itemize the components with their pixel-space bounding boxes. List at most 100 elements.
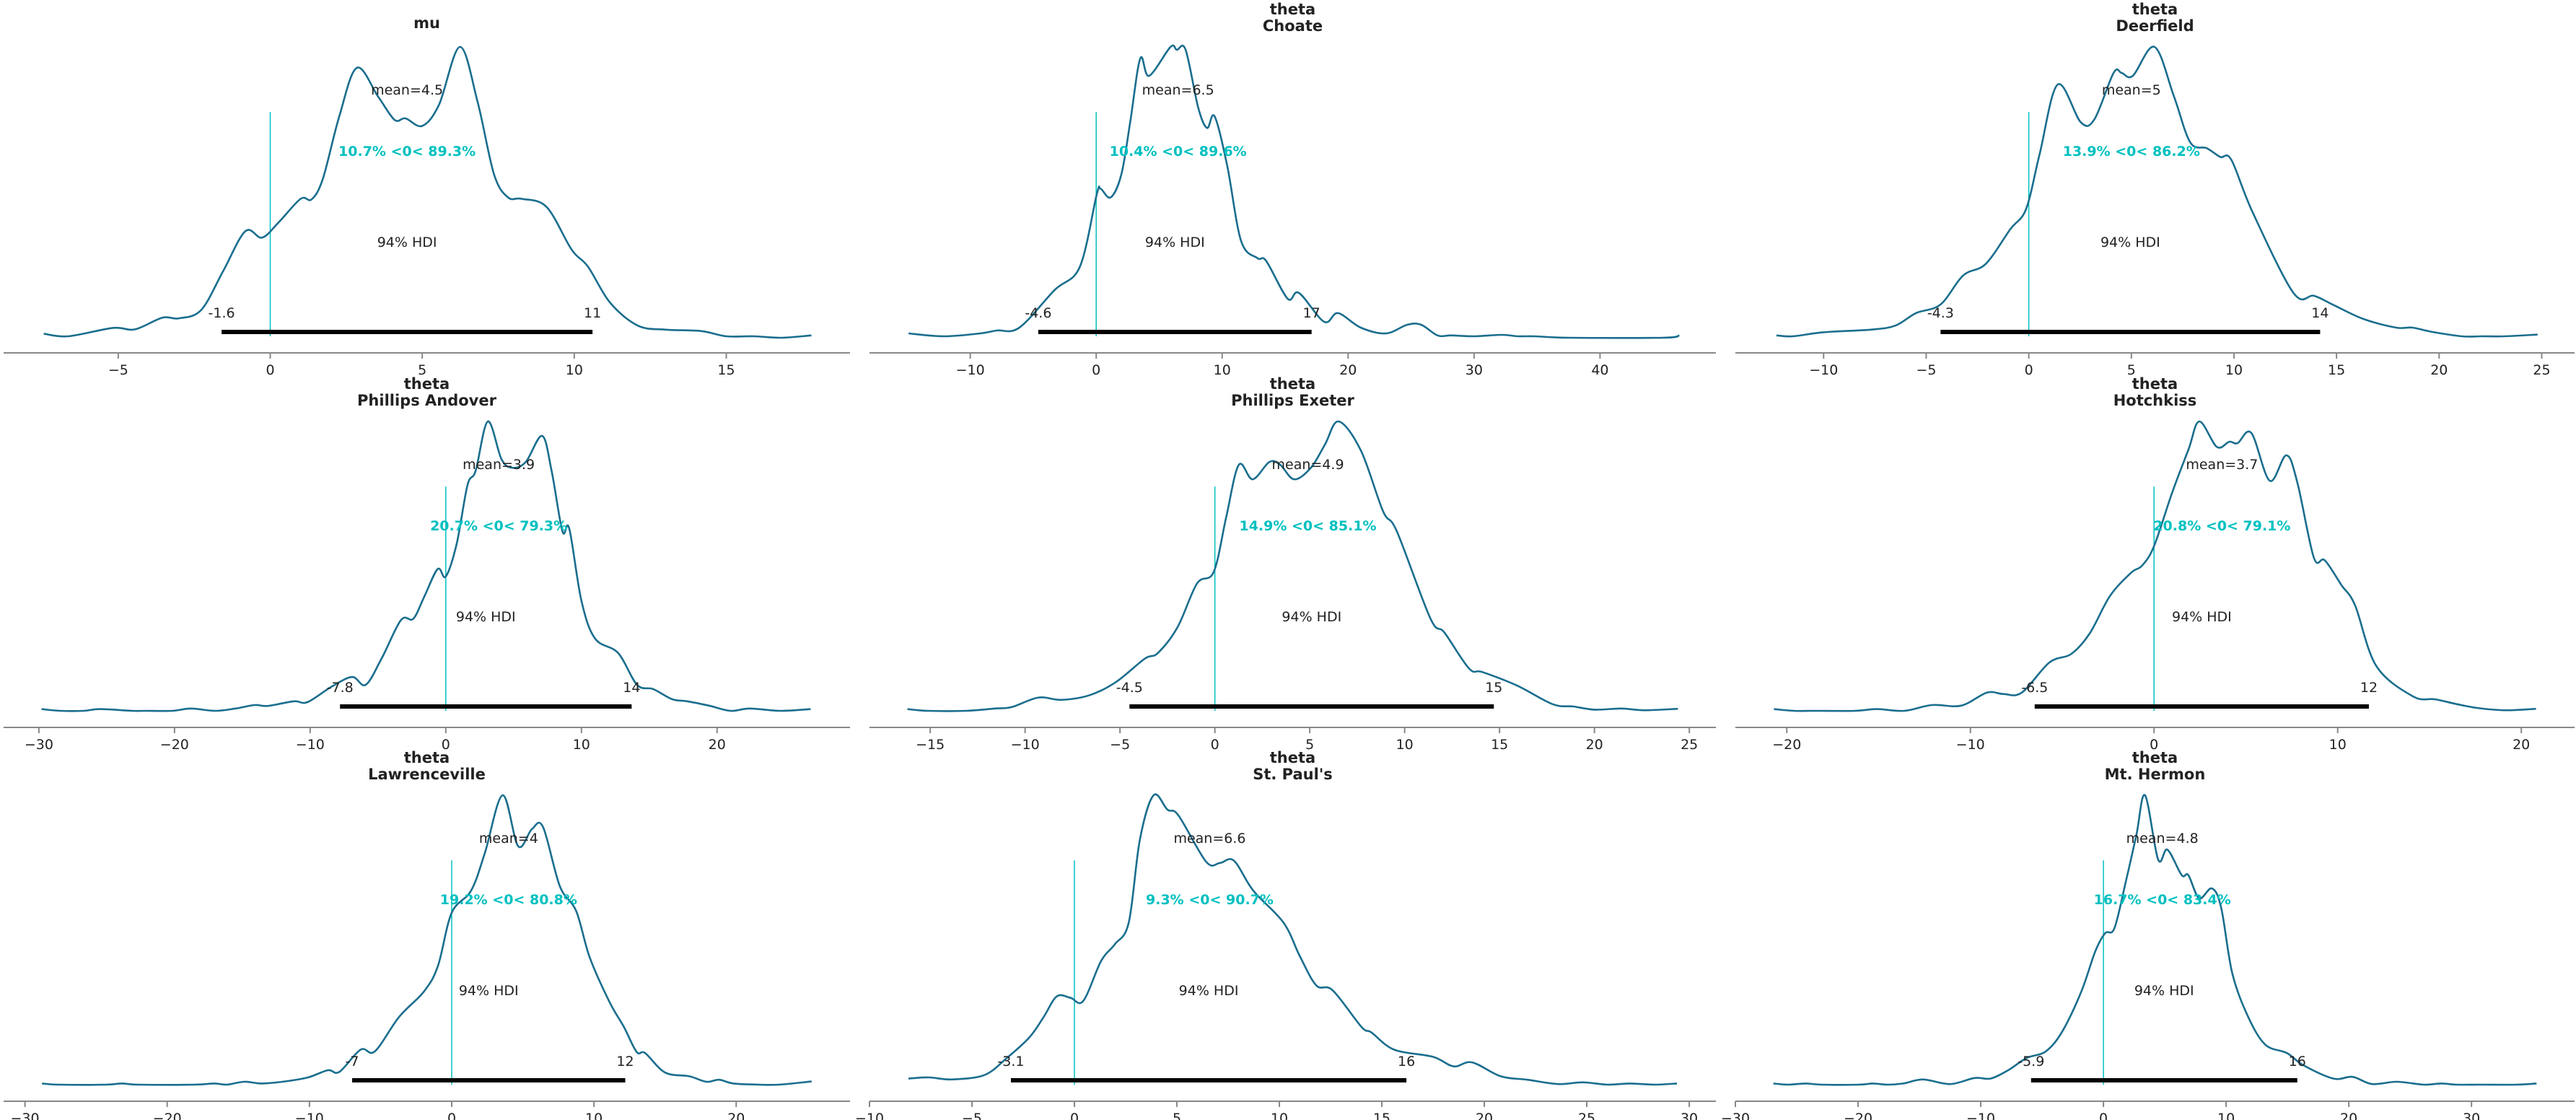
subplot-title-school: Phillips Andover — [357, 392, 497, 409]
x-tick-label: 10 — [1214, 362, 1231, 378]
x-tick-label: 0 — [1211, 737, 1219, 753]
hdi-prob-label: 94% HDI — [2100, 235, 2160, 250]
x-tick-label: 25 — [1578, 1111, 1595, 1120]
subplot-title: mu — [413, 14, 440, 32]
x-tick-label: 0 — [447, 1111, 456, 1120]
mean-label: mean=3.7 — [2186, 457, 2258, 473]
hdi-low-label: -5.9 — [2018, 1054, 2044, 1069]
hdi-low-label: -3.1 — [997, 1054, 1024, 1069]
x-tick-label: 20 — [1476, 1111, 1493, 1120]
ref-prob-label: 13.9% <0< 86.2% — [2063, 144, 2200, 159]
ref-prob-label: 20.8% <0< 79.1% — [2153, 518, 2290, 534]
ref-prob-label: 16.7% <0< 83.4% — [2094, 892, 2231, 908]
x-tick-label: 20 — [1586, 737, 1603, 753]
hdi-prob-label: 94% HDI — [456, 609, 516, 625]
x-tick-label: −5 — [1916, 362, 1936, 378]
x-tick-label: 0 — [442, 737, 450, 753]
x-tick-label: 5 — [1173, 1111, 1181, 1120]
hdi-high-label: 17 — [1303, 305, 1320, 321]
hdi-low-label: -1.6 — [209, 305, 235, 321]
hdi-high-label: 11 — [584, 305, 601, 321]
x-tick-label: 20 — [2340, 1111, 2357, 1120]
mean-label: mean=5 — [2102, 82, 2161, 98]
ref-prob-label: 14.9% <0< 85.1% — [1239, 518, 1376, 534]
x-tick-label: −10 — [1809, 362, 1838, 378]
hdi-high-label: 16 — [1398, 1054, 1415, 1069]
x-tick-label: 0 — [266, 362, 274, 378]
ref-prob-label: 19.2% <0< 80.8% — [440, 892, 577, 908]
density-curve — [43, 45, 812, 339]
mean-label: mean=4.9 — [1272, 457, 1344, 473]
hdi-high-label: 16 — [2289, 1054, 2306, 1069]
x-tick-label: 15 — [1491, 737, 1508, 753]
x-tick-label: 20 — [2513, 737, 2530, 753]
hdi-high-label: 14 — [2311, 305, 2329, 321]
density-curve — [907, 420, 1678, 712]
hdi-low-label: -7.8 — [327, 680, 354, 696]
x-tick-label: −10 — [1966, 1111, 1995, 1120]
x-tick-label: 10 — [2225, 362, 2243, 378]
x-tick-label: 20 — [727, 1111, 745, 1120]
x-tick-label: 5 — [418, 362, 426, 378]
x-tick-label: 20 — [2430, 362, 2448, 378]
subplot-0: mu −5 0 5 10 15 -1.6 11 94% HDI mean=4.5 10.7% <0<… — [4, 14, 850, 378]
x-tick-label: −30 — [1721, 1111, 1750, 1120]
mean-label: mean=6.6 — [1173, 831, 1245, 846]
x-tick-label: 15 — [717, 362, 735, 378]
subplot-title-school: St. Paul's — [1253, 766, 1333, 783]
x-tick-label: −10 — [1011, 737, 1040, 753]
x-tick-label: 15 — [1373, 1111, 1390, 1120]
x-tick-label: −20 — [160, 737, 189, 753]
x-tick-label: 10 — [1271, 1111, 1288, 1120]
hdi-prob-label: 94% HDI — [1145, 235, 1205, 250]
subplot-title-school: Phillips Exeter — [1231, 392, 1354, 409]
x-tick-label: 10 — [2217, 1111, 2235, 1120]
density-curve — [41, 420, 811, 712]
x-tick-label: −20 — [153, 1111, 182, 1120]
x-tick-label: −30 — [11, 1111, 40, 1120]
ref-prob-label: 9.3% <0< 90.7% — [1146, 892, 1274, 908]
x-tick-label: −5 — [108, 362, 128, 378]
hdi-low-label: -4.6 — [1025, 305, 1051, 321]
density-curve — [1776, 45, 2538, 338]
x-tick-label: −5 — [1110, 737, 1130, 753]
x-tick-label: 40 — [1591, 362, 1608, 378]
x-tick-label: 30 — [1681, 1111, 1698, 1120]
x-tick-label: −10 — [956, 362, 985, 378]
density-curve — [1773, 794, 2537, 1086]
ref-prob-label: 10.7% <0< 89.3% — [338, 144, 476, 159]
subplot-title-variable: theta — [2132, 1, 2178, 18]
hdi-prob-label: 94% HDI — [1179, 983, 1239, 999]
x-tick-label: 30 — [2463, 1111, 2480, 1120]
x-tick-label: 0 — [1092, 362, 1100, 378]
hdi-low-label: -4.5 — [1116, 680, 1143, 696]
x-tick-label: 0 — [2099, 1111, 2108, 1120]
subplot-title-school: Hotchkiss — [2113, 392, 2197, 409]
ref-prob-label: 10.4% <0< 89.6% — [1110, 144, 1247, 159]
x-tick-label: 0 — [2025, 362, 2033, 378]
mean-label: mean=4.8 — [2126, 831, 2199, 846]
density-curve — [42, 794, 812, 1086]
hdi-prob-label: 94% HDI — [377, 235, 437, 250]
x-tick-label: −30 — [25, 737, 53, 753]
x-tick-label: −20 — [1772, 737, 1801, 753]
mean-label: mean=4.5 — [371, 82, 443, 98]
mean-label: mean=4 — [479, 831, 538, 846]
x-tick-label: −20 — [1844, 1111, 1872, 1120]
x-tick-label: 0 — [2150, 737, 2158, 753]
hdi-low-label: -6.5 — [2021, 680, 2048, 696]
subplot-title-school: Deerfield — [2116, 17, 2194, 35]
hdi-low-label: -4.3 — [1927, 305, 1954, 321]
subplot-title-school: Mt. Hermon — [2105, 766, 2206, 783]
x-tick-label: 30 — [1466, 362, 1483, 378]
density-curve — [1774, 420, 2536, 712]
x-tick-label: 20 — [1339, 362, 1357, 378]
x-tick-label: −10 — [295, 1111, 324, 1120]
ref-prob-label: 20.7% <0< 79.3% — [430, 518, 567, 534]
